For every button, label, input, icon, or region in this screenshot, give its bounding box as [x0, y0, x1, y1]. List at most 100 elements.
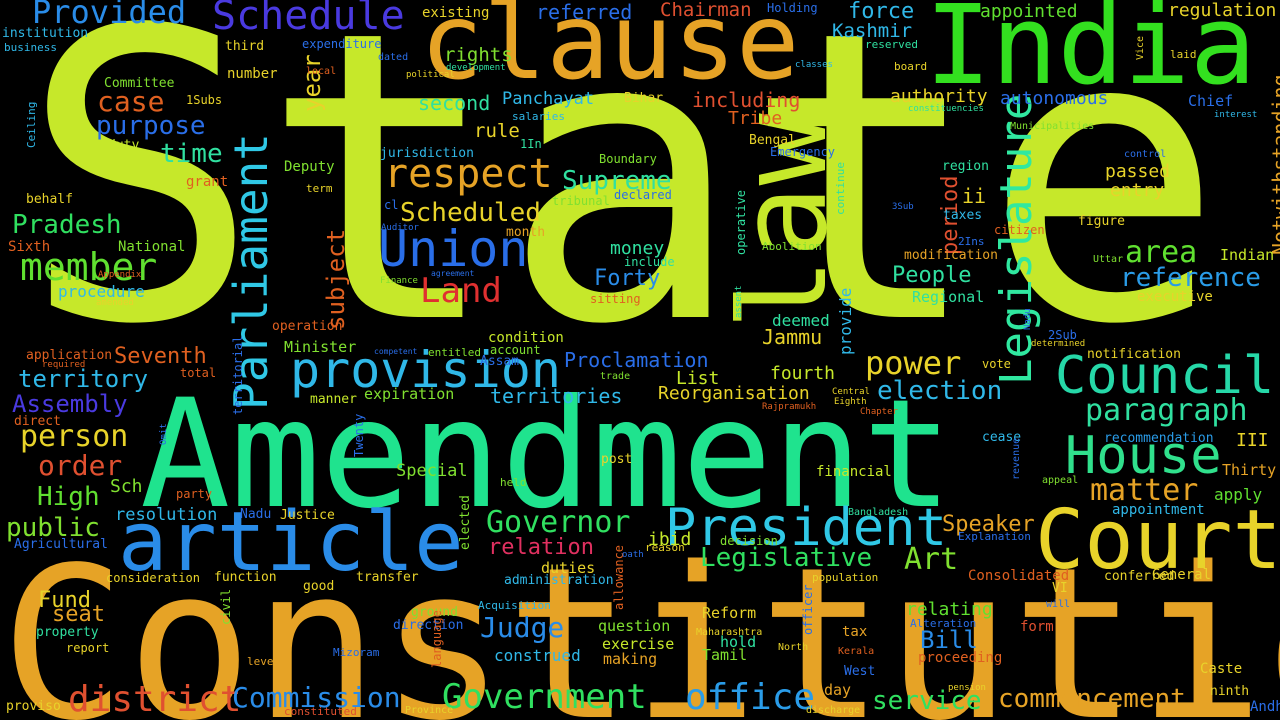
word-manner: manner	[310, 392, 357, 407]
word-land: Land	[420, 271, 502, 311]
word-panchayat: Panchayat	[502, 89, 595, 109]
word-application: application	[26, 348, 113, 363]
word-chief: Chief	[1188, 92, 1234, 110]
word-supreme: Supreme	[562, 166, 672, 196]
word-second: second	[418, 91, 491, 115]
word-matter: matter	[1090, 473, 1199, 508]
word-indian: Indian	[1220, 246, 1275, 264]
word-caste: Caste	[1200, 661, 1243, 677]
word-conferred: conferred	[1104, 569, 1175, 584]
word-civil: civil	[219, 588, 233, 625]
word-subject: subject	[322, 228, 350, 330]
word-including: including	[692, 88, 801, 112]
word-service: service	[872, 686, 982, 716]
word-political: political	[406, 70, 455, 80]
word-competent: competent	[374, 347, 418, 356]
word-reform: Reform	[702, 604, 757, 622]
word-government: Government	[442, 677, 647, 717]
word-purpose: purpose	[96, 111, 206, 141]
word-district: district	[68, 679, 242, 720]
word-entry: entry	[1110, 180, 1165, 201]
word-vote: vote	[982, 357, 1011, 371]
word-question: question	[598, 617, 671, 635]
word-appeal: appeal	[1042, 475, 1079, 486]
word-notification: notification	[1087, 347, 1181, 362]
word-construed: construed	[494, 646, 581, 665]
word-procedure: procedure	[58, 282, 145, 301]
word-bihar: Bihar	[624, 91, 664, 106]
word-territories: territories	[490, 384, 623, 408]
word-interest: interest	[1214, 110, 1258, 120]
word-3sub: 3Sub	[892, 202, 914, 212]
word-union: Union	[378, 220, 529, 278]
word-property: property	[36, 625, 99, 640]
word-maharashtra: Maharashtra	[696, 627, 763, 638]
word-consolidated: Consolidated	[968, 568, 1070, 584]
word-schedule: Schedule	[212, 0, 405, 39]
word-duty: duty	[108, 138, 140, 153]
word-time: time	[160, 139, 223, 169]
word-appointment: appointment	[1112, 502, 1205, 518]
word-number: number	[227, 66, 278, 82]
word-bengal: Bengal	[749, 133, 796, 148]
word-public: public	[6, 513, 100, 543]
word-reserved: reserved	[865, 38, 918, 51]
word-officer: officer	[801, 584, 815, 635]
word-emergency: Emergency	[770, 145, 836, 159]
word-eighth: Eighth	[834, 397, 867, 407]
word-determined: determined	[1031, 339, 1086, 349]
word-minister: Minister	[284, 338, 357, 356]
word-direction: direction	[393, 618, 464, 633]
word-level: level	[247, 655, 281, 668]
word-house: House	[1065, 426, 1222, 486]
word-election: election	[877, 376, 1003, 406]
word-pradesh: Pradesh	[12, 210, 122, 240]
word-day: day	[824, 681, 852, 699]
word-third: third	[225, 39, 265, 54]
word-board: board	[894, 60, 928, 73]
word-taxes: taxes	[943, 208, 983, 223]
word-condition: condition	[488, 330, 564, 346]
word-reference: reference	[1120, 263, 1261, 293]
word-administration: administration	[504, 573, 614, 588]
word-territory: territory	[18, 365, 149, 393]
word-ground: ground	[411, 605, 458, 620]
word-development: development	[446, 63, 506, 73]
word-oath: oath	[622, 550, 644, 560]
word-force: force	[848, 0, 915, 24]
word-province: Province	[405, 705, 454, 716]
word-governor: Governor	[486, 505, 631, 540]
word-relation: relation	[488, 535, 594, 560]
word-reorganisation: Reorganisation	[658, 383, 810, 404]
word-commencement: commencement	[998, 684, 1186, 714]
word-justice: Justice	[280, 508, 335, 523]
word-agricultural: Agricultural	[14, 537, 108, 552]
word-good: good	[303, 579, 335, 594]
word-bangladesh: Bangladesh	[848, 507, 909, 518]
word-people: People	[892, 263, 972, 288]
word-andhra: Andhra	[1250, 699, 1280, 715]
word-provided: Provided	[32, 0, 187, 31]
word-term: term	[306, 182, 333, 195]
word-direct: direct	[14, 414, 61, 429]
word-dated: dated	[378, 52, 409, 63]
word-sch: Sch	[110, 476, 143, 497]
word-judge: Judge	[480, 611, 565, 644]
word-national: National	[118, 239, 186, 255]
word-ceiling: Ceiling	[25, 101, 38, 148]
word-article: article	[118, 495, 464, 590]
word-passed: passed	[1105, 161, 1171, 182]
word-grant: grant	[186, 174, 229, 190]
word-high: High	[37, 482, 100, 512]
word-hold: hold	[720, 633, 757, 651]
word-assam: Assam	[480, 354, 520, 369]
word-rajpramukh: Rajpramukh	[762, 402, 817, 412]
word-revenue: revenue	[1011, 437, 1022, 480]
word-assembly: Assembly	[12, 390, 128, 418]
word-include: include	[624, 255, 675, 269]
word-holding: Holding	[767, 1, 818, 15]
word-kashmir: Kashmir	[832, 20, 913, 42]
word-west: West	[844, 664, 876, 679]
word-tamil: Tamil	[702, 646, 748, 664]
word-speaker: Speaker	[942, 512, 1035, 537]
